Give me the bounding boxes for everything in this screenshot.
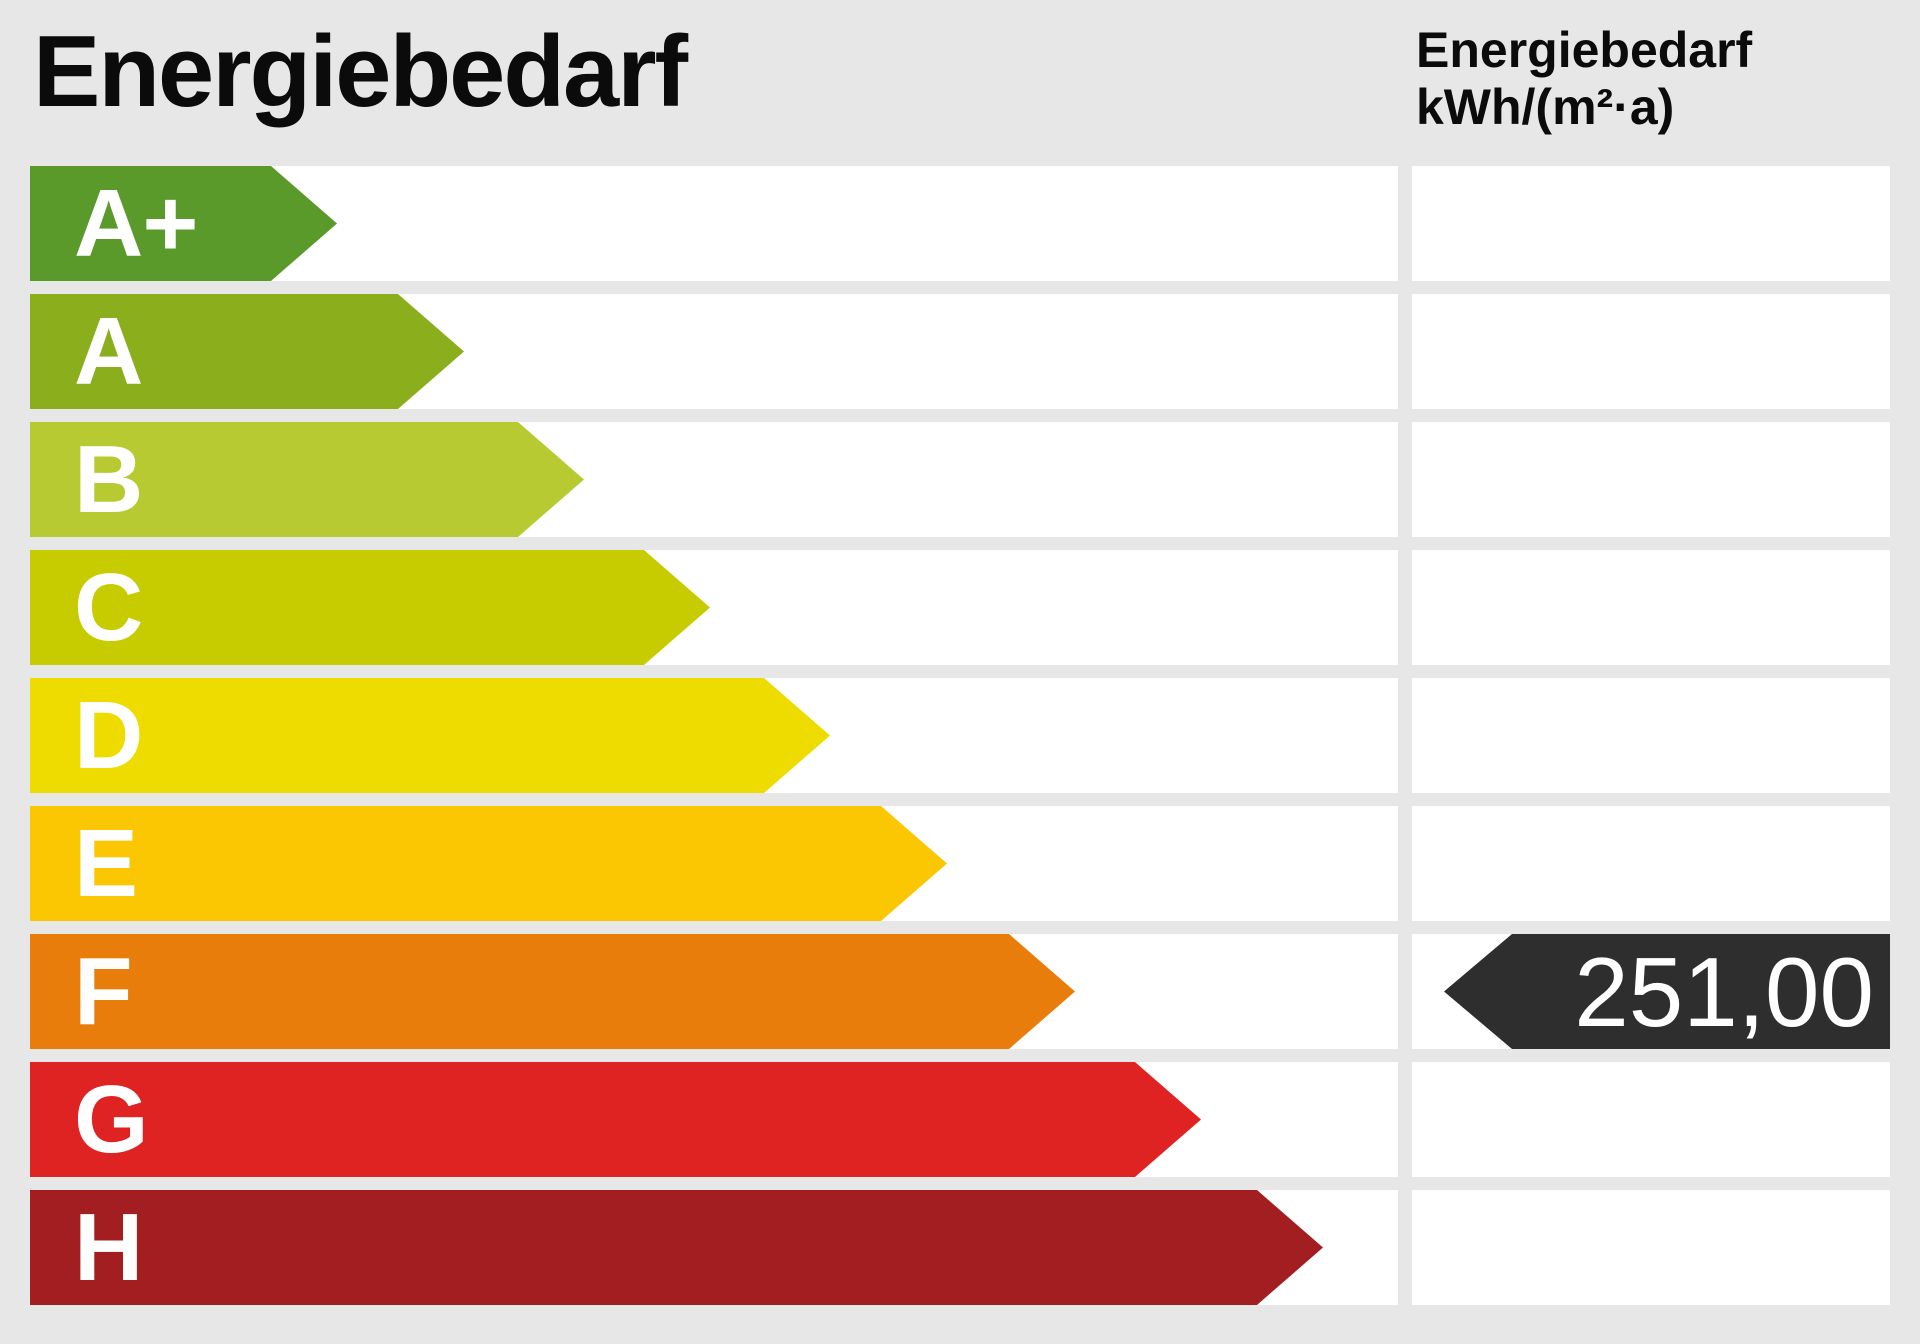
- band-row-a: A: [30, 294, 1890, 409]
- band-label: E: [74, 809, 138, 917]
- chart-title: Energiebedarf: [33, 16, 688, 128]
- band-row-d: D: [30, 678, 1890, 793]
- unit-header-line1: Energiebedarf: [1416, 22, 1753, 78]
- band-arrow-g: G: [30, 1062, 1201, 1177]
- column-separator: [1398, 1190, 1412, 1305]
- band-row-g: G: [30, 1062, 1890, 1177]
- column-separator: [1398, 806, 1412, 921]
- column-separator: [1398, 1062, 1412, 1177]
- column-separator: [1398, 294, 1412, 409]
- band-track: A+: [30, 166, 1398, 281]
- band-track: A: [30, 294, 1398, 409]
- value-cell: [1412, 1190, 1890, 1305]
- band-label: G: [74, 1065, 148, 1173]
- unit-header-line2: kWh/(m²·a): [1416, 79, 1675, 135]
- band-track: F: [30, 934, 1398, 1049]
- value-cell: [1412, 422, 1890, 537]
- value-label: 251,00: [1574, 936, 1874, 1047]
- band-label: D: [74, 681, 143, 789]
- band-arrow-h: H: [30, 1190, 1323, 1305]
- band-label: H: [74, 1193, 143, 1301]
- band-label: A+: [74, 169, 198, 277]
- value-cell: [1412, 294, 1890, 409]
- band-row-f: F 251,00: [30, 934, 1890, 1049]
- band-label: C: [74, 553, 143, 661]
- band-arrow-d: D: [30, 678, 830, 793]
- band-label: B: [74, 425, 143, 533]
- unit-column-header: Energiebedarf kWh/(m²·a): [1416, 22, 1752, 136]
- band-rows: A+ A B C D E F 251,00 G H: [30, 166, 1890, 1305]
- value-cell: [1412, 550, 1890, 665]
- value-cell: [1412, 678, 1890, 793]
- band-track: H: [30, 1190, 1398, 1305]
- value-badge: 251,00: [1444, 934, 1890, 1049]
- column-separator: [1398, 934, 1412, 1049]
- column-separator: [1398, 422, 1412, 537]
- band-track: G: [30, 1062, 1398, 1177]
- value-cell: [1412, 166, 1890, 281]
- column-separator: [1398, 166, 1412, 281]
- band-row-e: E: [30, 806, 1890, 921]
- band-arrow-a-plus: A+: [30, 166, 337, 281]
- band-track: E: [30, 806, 1398, 921]
- band-row-c: C: [30, 550, 1890, 665]
- band-arrow-b: B: [30, 422, 584, 537]
- value-cell: 251,00: [1412, 934, 1890, 1049]
- column-separator: [1398, 678, 1412, 793]
- value-cell: [1412, 1062, 1890, 1177]
- value-cell: [1412, 806, 1890, 921]
- band-arrow-a: A: [30, 294, 464, 409]
- band-track: B: [30, 422, 1398, 537]
- band-track: C: [30, 550, 1398, 665]
- band-track: D: [30, 678, 1398, 793]
- band-arrow-f: F: [30, 934, 1075, 1049]
- band-row-h: H: [30, 1190, 1890, 1305]
- band-label: A: [74, 297, 143, 405]
- column-separator: [1398, 550, 1412, 665]
- band-arrow-c: C: [30, 550, 710, 665]
- band-label: F: [74, 937, 132, 1045]
- band-arrow-e: E: [30, 806, 947, 921]
- band-row-b: B: [30, 422, 1890, 537]
- band-row-a-plus: A+: [30, 166, 1890, 281]
